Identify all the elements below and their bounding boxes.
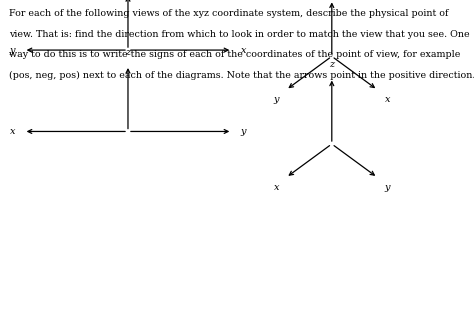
Text: x: x: [384, 95, 390, 104]
Text: y: y: [384, 183, 390, 192]
Text: way to do this is to write the signs of each of the coordinates of the point of : way to do this is to write the signs of …: [9, 50, 461, 59]
Text: x: x: [241, 46, 246, 54]
Text: y: y: [273, 95, 279, 104]
Text: y: y: [241, 127, 246, 136]
Text: z: z: [329, 60, 334, 69]
Text: x: x: [9, 127, 15, 136]
Text: For each of the following views of the xyz coordinate system, describe the physi: For each of the following views of the x…: [9, 9, 449, 18]
Text: y: y: [9, 46, 15, 54]
Text: x: x: [273, 183, 279, 192]
Text: view. That is: find the direction from which to look in order to match the view : view. That is: find the direction from w…: [9, 30, 470, 39]
Text: z: z: [126, 48, 130, 57]
Text: (pos, neg, pos) next to each of the diagrams. Note that the arrows point in the : (pos, neg, pos) next to each of the diag…: [9, 70, 474, 80]
